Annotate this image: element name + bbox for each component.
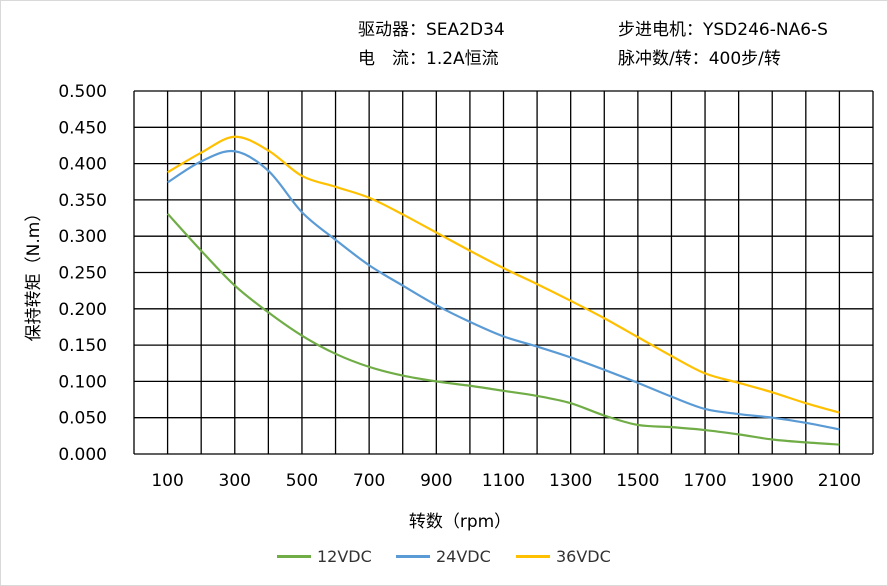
x-tick-label: 500 xyxy=(286,471,318,491)
series-line-36VDC xyxy=(167,135,840,414)
y-tick-label: 0.050 xyxy=(58,409,107,429)
pulses-info: 脉冲数/转：400步/转 xyxy=(618,49,781,69)
legend-label: 36VDC xyxy=(556,547,611,566)
x-tick-label: 300 xyxy=(219,471,251,491)
x-tick-label: 1300 xyxy=(549,471,592,491)
x-tick-label: 1500 xyxy=(616,471,659,491)
motor-info: 步进电机：YSD246-NA6-S xyxy=(618,20,828,40)
legend-swatch xyxy=(516,555,550,558)
y-tick-label: 0.450 xyxy=(58,118,107,138)
y-tick-label: 0.200 xyxy=(58,300,107,320)
legend-item-36VDC: 36VDC xyxy=(516,547,611,566)
y-tick-label: 0.150 xyxy=(58,336,107,356)
current-info: 电 流：1.2A恒流 xyxy=(358,49,499,69)
x-tick-label: 1100 xyxy=(482,471,525,491)
legend-swatch xyxy=(277,555,311,558)
x-tick-label: 900 xyxy=(420,471,452,491)
driver-info: 驱动器：SEA2D34 xyxy=(358,20,505,40)
legend-label: 24VDC xyxy=(436,547,491,566)
x-tick-label: 1700 xyxy=(683,471,726,491)
legend-swatch xyxy=(396,555,430,558)
legend-item-12VDC: 12VDC xyxy=(277,547,372,566)
legend-label: 12VDC xyxy=(317,547,372,566)
y-tick-label: 0.000 xyxy=(58,445,107,465)
y-axis-label: 保持转矩（N.m） xyxy=(24,205,44,342)
y-tick-label: 0.350 xyxy=(58,191,107,211)
y-tick-label: 0.300 xyxy=(58,227,107,247)
series-line-12VDC xyxy=(166,212,840,446)
x-tick-label: 100 xyxy=(151,471,183,491)
series-line-24VDC xyxy=(167,149,840,431)
x-tick-label: 700 xyxy=(353,471,385,491)
y-tick-label: 0.250 xyxy=(58,264,107,284)
y-tick-label: 0.400 xyxy=(58,155,107,175)
y-tick-label: 0.500 xyxy=(58,82,107,102)
x-tick-label: 1900 xyxy=(751,471,794,491)
x-axis-label: 转数（rpm） xyxy=(409,512,511,532)
x-tick-label: 2100 xyxy=(818,471,861,491)
y-tick-label: 0.100 xyxy=(58,372,107,392)
legend-item-24VDC: 24VDC xyxy=(396,547,491,566)
